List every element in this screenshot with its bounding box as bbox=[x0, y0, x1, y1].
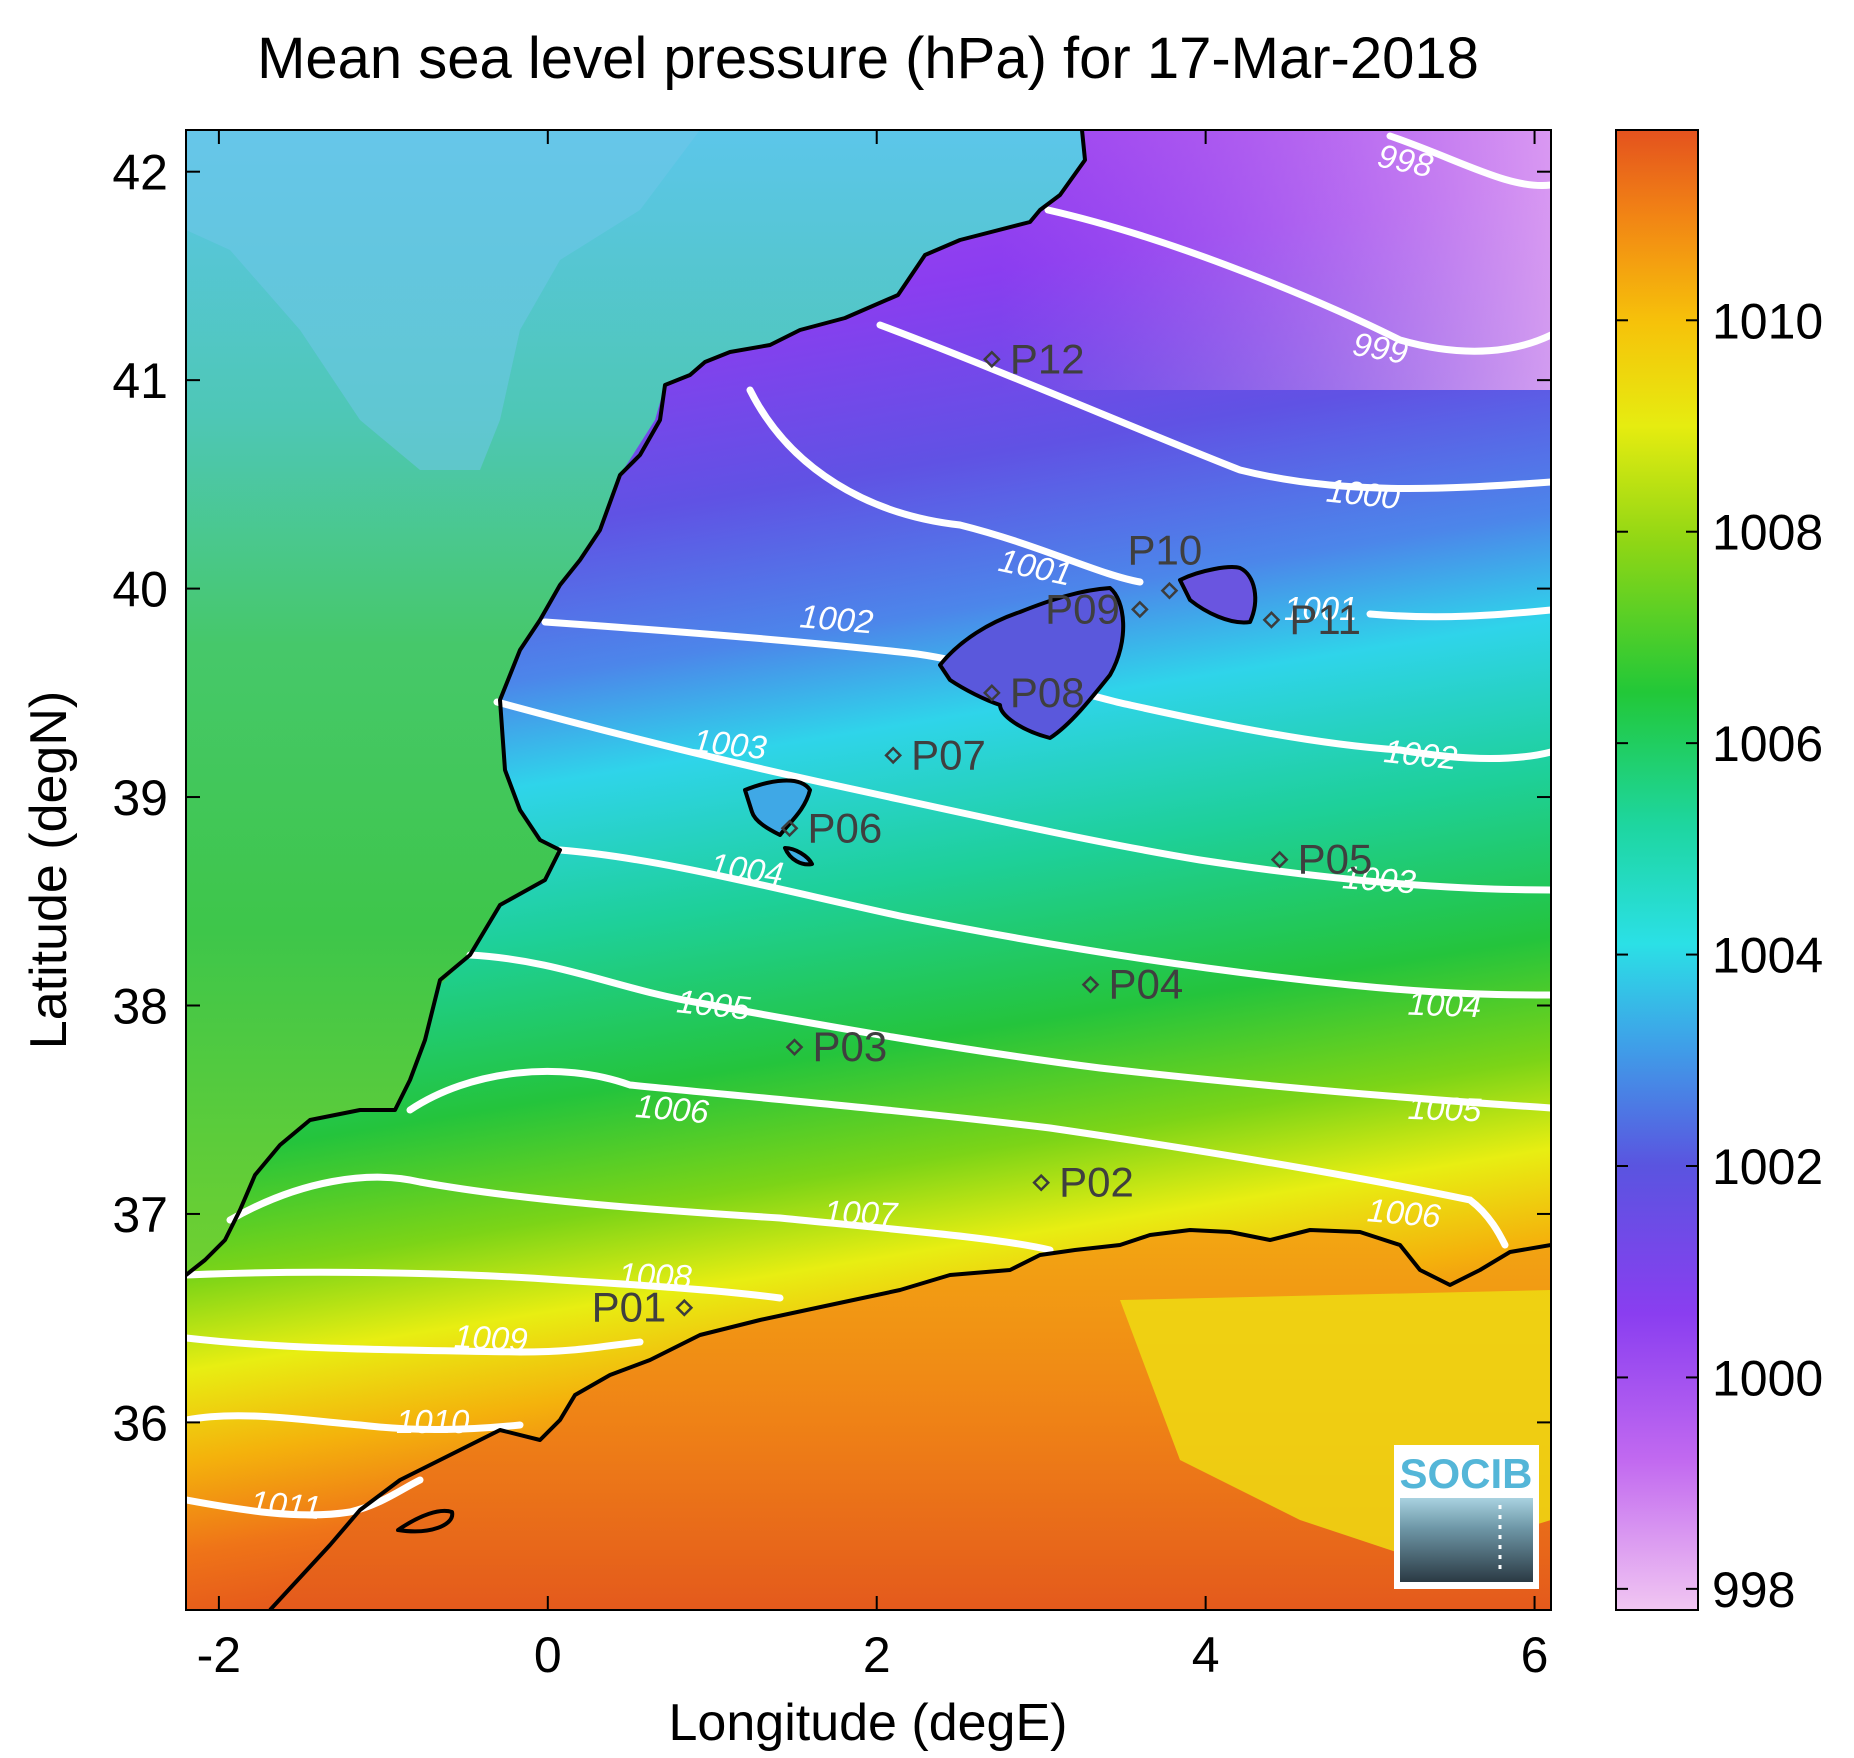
x-tick-label: -2 bbox=[197, 1627, 241, 1683]
isobar-1000 bbox=[876, 321, 1551, 493]
contour-label: 1010 bbox=[396, 1403, 470, 1440]
colorbar-tick-label: 1008 bbox=[1712, 505, 1823, 561]
station-label: P10 bbox=[1127, 527, 1202, 574]
station-label: P02 bbox=[1059, 1159, 1134, 1206]
station-label: P01 bbox=[592, 1284, 667, 1331]
station-marker bbox=[1081, 975, 1100, 994]
y-tick-label: 36 bbox=[112, 1395, 168, 1451]
contour-label: 1004 bbox=[1407, 985, 1482, 1025]
contour-label: 1005 bbox=[1407, 1089, 1482, 1129]
station-marker bbox=[1262, 611, 1281, 629]
coastline-ibiza bbox=[743, 778, 812, 837]
station-label: P04 bbox=[1109, 961, 1184, 1008]
chart-title: Mean sea level pressure (hPa) for 17-Mar… bbox=[257, 26, 1479, 91]
station-label: P12 bbox=[1010, 335, 1085, 382]
isobar-1010 bbox=[186, 1412, 524, 1434]
station-marker bbox=[785, 1038, 804, 1057]
station-marker bbox=[884, 746, 903, 765]
y-tick-label: 40 bbox=[112, 562, 168, 618]
logo-text: SOCIB bbox=[1399, 1450, 1532, 1497]
isobar-1004 bbox=[556, 846, 1551, 999]
contour-label: 1008 bbox=[618, 1256, 693, 1296]
coastline-alboran-island bbox=[396, 1509, 455, 1534]
y-tick-label: 37 bbox=[112, 1187, 168, 1243]
iberia-land-highlands bbox=[186, 130, 700, 470]
y-tick-label: 42 bbox=[112, 145, 168, 201]
contour-label: 1007 bbox=[823, 1193, 899, 1233]
contour-label: 1001 bbox=[1284, 590, 1357, 627]
contour-label: 1002 bbox=[798, 597, 874, 640]
x-tick-label: 6 bbox=[1521, 1627, 1549, 1683]
isobar-1003 bbox=[493, 698, 1551, 894]
isobar-999 bbox=[1044, 206, 1551, 355]
socib-logo: SOCIB bbox=[1394, 1445, 1539, 1589]
station-marker bbox=[675, 1298, 694, 1317]
isobar-1007 bbox=[226, 1173, 1054, 1254]
isobar-1005 bbox=[466, 951, 1551, 1112]
isobar-1008 bbox=[186, 1268, 784, 1302]
coastline-mallorca bbox=[938, 586, 1126, 740]
contour-label: 1003 bbox=[691, 722, 769, 767]
y-tick-label: 38 bbox=[112, 978, 168, 1034]
station-label: P09 bbox=[1045, 585, 1120, 632]
station-marker bbox=[1032, 1173, 1051, 1192]
station-marker bbox=[983, 350, 1001, 369]
low-pressure-core bbox=[1000, 130, 1551, 390]
isobar-1009 bbox=[186, 1334, 644, 1356]
y-axis: 36 37 38 39 40 41 42 bbox=[112, 145, 1551, 1451]
isobar-998 bbox=[1386, 132, 1551, 190]
station-marker bbox=[1270, 850, 1289, 869]
contour-label: 1002 bbox=[1382, 732, 1459, 776]
colorbar-tick-label: 1004 bbox=[1712, 928, 1823, 984]
isobar-1001 bbox=[746, 386, 1551, 621]
colorbar-ticks: 998 1000 1002 1004 1006 1008 1010 bbox=[1616, 293, 1823, 1618]
contour-label: 1006 bbox=[1366, 1191, 1443, 1234]
x-axis: -2 0 2 4 6 bbox=[197, 130, 1549, 1683]
station-label: P03 bbox=[812, 1023, 887, 1070]
contour-label: 1000 bbox=[1325, 472, 1403, 517]
y-tick-label: 41 bbox=[112, 353, 168, 409]
station-label: P05 bbox=[1298, 836, 1373, 883]
station-label: P06 bbox=[808, 804, 883, 851]
station-marker bbox=[983, 683, 1001, 702]
map-frame bbox=[185, 129, 1552, 1611]
isobar-1011 bbox=[186, 1476, 424, 1519]
colorbar-tick-label: 1006 bbox=[1712, 716, 1823, 772]
isobar-1006 bbox=[406, 1067, 1509, 1249]
colorbar-tick-label: 1002 bbox=[1712, 1139, 1823, 1195]
colorbar-tick-label: 1000 bbox=[1712, 1350, 1823, 1406]
station-marker bbox=[1131, 600, 1149, 619]
coastlines bbox=[186, 130, 1551, 1610]
station-label: P08 bbox=[1010, 669, 1085, 716]
coastline-iberia bbox=[186, 130, 1087, 1277]
station-label: P11 bbox=[1289, 596, 1361, 643]
station-marker bbox=[780, 819, 799, 838]
y-axis-label: Latitude (degN) bbox=[20, 691, 78, 1049]
coastline-africa bbox=[268, 1228, 1551, 1610]
contour-label: 1003 bbox=[1341, 858, 1417, 900]
x-tick-label: 2 bbox=[863, 1627, 891, 1683]
x-tick-label: 4 bbox=[1192, 1627, 1220, 1683]
x-tick-label: 0 bbox=[534, 1627, 562, 1683]
y-tick-label: 39 bbox=[112, 770, 168, 826]
logo-water-gradient bbox=[1400, 1498, 1533, 1582]
colorbar-gradient bbox=[1615, 129, 1699, 1611]
contour-label: 1005 bbox=[675, 982, 753, 1027]
coastline-menorca bbox=[1178, 565, 1258, 625]
x-axis-label: Longitude (degE) bbox=[669, 1694, 1068, 1752]
isobars bbox=[186, 132, 1551, 1519]
station-label: P07 bbox=[911, 731, 986, 778]
station-marker bbox=[1160, 581, 1179, 600]
colorbar-tick-label: 998 bbox=[1712, 1562, 1795, 1618]
colorbar: 998 1000 1002 1004 1006 1008 1010 bbox=[1615, 129, 1823, 1618]
coastline-formentera bbox=[783, 846, 814, 867]
map-panel bbox=[186, 130, 1551, 1610]
contour-label: 1011 bbox=[249, 1483, 323, 1526]
contour-label: 1009 bbox=[453, 1318, 528, 1359]
contour-label: 1006 bbox=[634, 1087, 711, 1130]
colorbar-tick-label: 1010 bbox=[1712, 293, 1823, 349]
